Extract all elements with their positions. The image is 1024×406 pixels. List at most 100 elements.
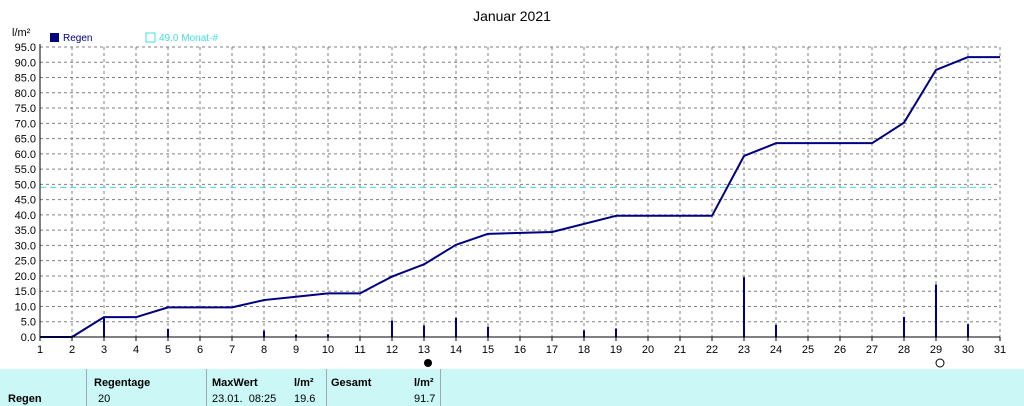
rain-bar [775, 324, 777, 337]
y-tick-label: 10.0 [15, 301, 36, 313]
rain-bar [327, 334, 329, 337]
x-tick-label: 7 [229, 344, 235, 356]
y-tick-label: 0.0 [21, 332, 36, 344]
rain-bar [167, 328, 169, 337]
rain-bar [103, 318, 105, 337]
x-tick-label: 31 [994, 344, 1006, 356]
y-tick-label: 90.0 [15, 57, 36, 69]
rain-bar [487, 326, 489, 337]
gesamt-value: 91.7 [414, 393, 436, 405]
x-tick-label: 5 [165, 344, 171, 356]
maxwert-unit-header: l/m² [294, 377, 314, 389]
x-tick-label: 10 [322, 344, 334, 356]
x-tick-label: 14 [450, 344, 462, 356]
x-tick-label: 21 [674, 344, 686, 356]
full-moon-icon [935, 358, 945, 368]
rain-bar [295, 334, 297, 337]
x-tick-label: 24 [770, 344, 782, 356]
y-tick-label: 5.0 [21, 317, 36, 329]
maxwert-value: 19.6 [294, 393, 316, 405]
x-tick-label: 11 [354, 344, 365, 356]
rain-bar [455, 317, 457, 337]
line-layer [40, 56, 1000, 338]
x-tick-label: 16 [514, 344, 526, 356]
bar-layer [103, 277, 969, 337]
statistics-panel: Regen Regentage 20 MaxWert 23.01. 08:25 … [0, 369, 1024, 406]
rain-bar [423, 325, 425, 337]
axes [39, 44, 1001, 341]
x-tick-label: 19 [610, 344, 622, 356]
regentage-header: Regentage [94, 377, 151, 389]
y-tick-label: 65.0 [15, 134, 36, 146]
new-moon-icon [424, 359, 432, 367]
x-tick-label: 9 [293, 344, 299, 356]
y-tick-label: 80.0 [15, 88, 36, 100]
x-tick-labels: 1 2 3 4 5 6 7 8 9 10 11 12 13 14 15 16 17 18 19 20 21 22 23 24 2… [37, 344, 1006, 356]
rain-bar [583, 330, 585, 337]
stats-divider [440, 369, 441, 406]
y-tick-label: 25.0 [15, 256, 36, 268]
rain-bar [263, 330, 265, 337]
x-tick-label: 22 [706, 344, 718, 356]
rain-bar [391, 320, 393, 337]
y-tick-label: 70.0 [15, 118, 36, 130]
gesamt-unit-header: l/m² [414, 377, 434, 389]
regentage-value: 20 [98, 393, 111, 405]
y-tick-labels: 0.0 5.0 10.0 15.0 20.0 25.0 30.0 35.0 40.0 45.0 50… [15, 42, 36, 344]
rain-bar [935, 284, 937, 337]
x-tick-label: 29 [930, 344, 942, 356]
x-tick-label: 1 [37, 344, 43, 356]
y-tick-label: 45.0 [15, 195, 36, 207]
x-tick-label: 3 [101, 344, 107, 356]
x-tick-label: 27 [866, 344, 878, 356]
y-tick-label: 15.0 [15, 286, 36, 298]
y-tick-label: 20.0 [15, 271, 36, 283]
stats-row-label: Regen [8, 393, 42, 405]
x-tick-label: 2 [69, 344, 75, 356]
chart: Januar 2021 l/m² Regen 49.0 Monat-# 0.0 5… [12, 8, 1006, 368]
x-tick-label: 18 [578, 344, 590, 356]
x-tick-label: 6 [197, 344, 203, 356]
stats-divider [86, 369, 87, 406]
legend-swatch-monat [145, 32, 156, 43]
moon-phases [424, 358, 945, 368]
maxwert-date: 23.01. 08:25 [212, 393, 277, 405]
x-tick-label: 20 [642, 344, 654, 356]
gesamt-header: Gesamt [331, 377, 372, 389]
y-tick-label: 60.0 [15, 149, 36, 161]
x-tick-label: 17 [546, 344, 558, 356]
x-tick-label: 15 [482, 344, 494, 356]
x-tick-label: 13 [418, 344, 430, 356]
stats-divider [326, 369, 327, 406]
grid [40, 46, 1001, 337]
y-tick-label: 35.0 [15, 225, 36, 237]
y-tick-label: 40.0 [15, 210, 36, 222]
x-tick-label: 26 [834, 344, 846, 356]
x-tick-label: 12 [386, 344, 398, 356]
legend-label-monat: 49.0 Monat-# [159, 33, 218, 44]
x-tick-label: 25 [802, 344, 814, 356]
rain-bar [967, 324, 969, 337]
y-tick-label: 55.0 [15, 164, 36, 176]
y-tick-label: 75.0 [15, 103, 36, 115]
y-axis-unit: l/m² [12, 27, 31, 39]
maxwert-header: MaxWert [212, 377, 258, 389]
chart-title: Januar 2021 [473, 8, 551, 24]
cumulative-line [40, 56, 1000, 338]
x-tick-label: 8 [261, 344, 267, 356]
x-tick-label: 30 [962, 344, 974, 356]
x-tick-label: 23 [738, 344, 750, 356]
y-tick-label: 95.0 [15, 42, 36, 54]
legend: Regen 49.0 Monat-# [50, 32, 218, 44]
rain-bar [903, 316, 905, 337]
rain-bar [615, 328, 617, 337]
y-tick-label: 50.0 [15, 179, 36, 191]
legend-label-regen: Regen [63, 33, 92, 44]
y-tick-label: 30.0 [15, 240, 36, 252]
rain-bar [743, 277, 745, 337]
y-tick-label: 85.0 [15, 73, 36, 85]
stats-divider [206, 369, 207, 406]
x-tick-label: 28 [898, 344, 910, 356]
legend-swatch-regen [50, 33, 59, 42]
x-tick-label: 4 [133, 344, 139, 356]
